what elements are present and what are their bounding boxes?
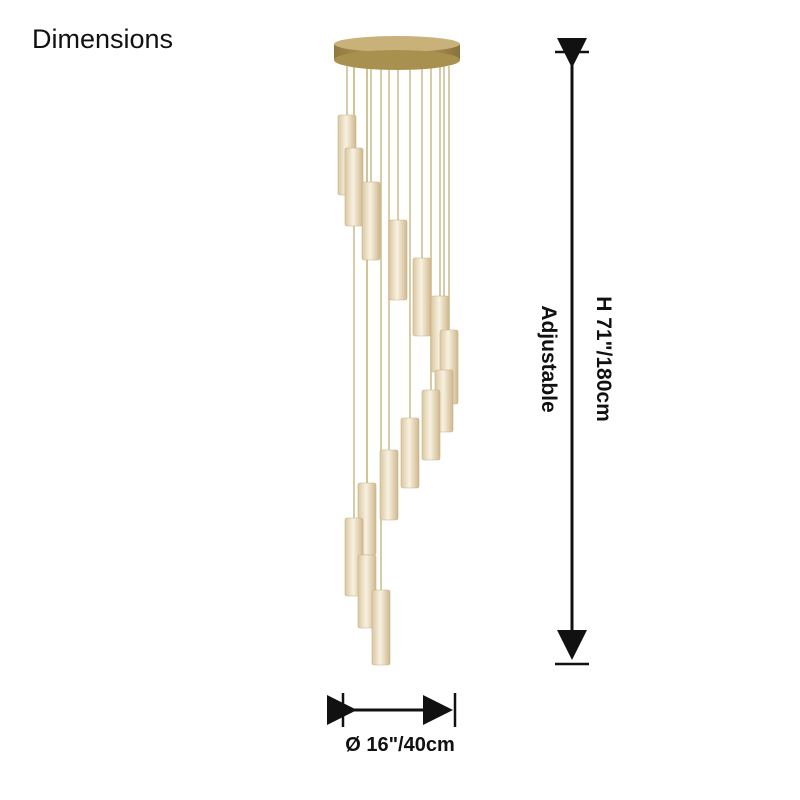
height-arrow xyxy=(555,38,589,666)
pendant-shade xyxy=(379,449,399,521)
pendant-shade xyxy=(421,389,441,461)
pendant-shade xyxy=(344,147,364,227)
canopy xyxy=(334,36,460,70)
pendants xyxy=(337,114,459,666)
pendant-shade xyxy=(361,181,381,261)
pendant-shade xyxy=(400,417,420,489)
page-title: Dimensions xyxy=(32,24,174,54)
pendant-shade xyxy=(388,219,408,301)
pendant-shade xyxy=(412,257,432,337)
adjustable-label: Adjustable xyxy=(537,305,560,413)
pendant-shade xyxy=(371,589,391,666)
diameter-arrow xyxy=(327,693,457,727)
diameter-label: Ø 16"/40cm xyxy=(345,734,455,756)
height-label: H 71"/180cm xyxy=(592,296,615,422)
